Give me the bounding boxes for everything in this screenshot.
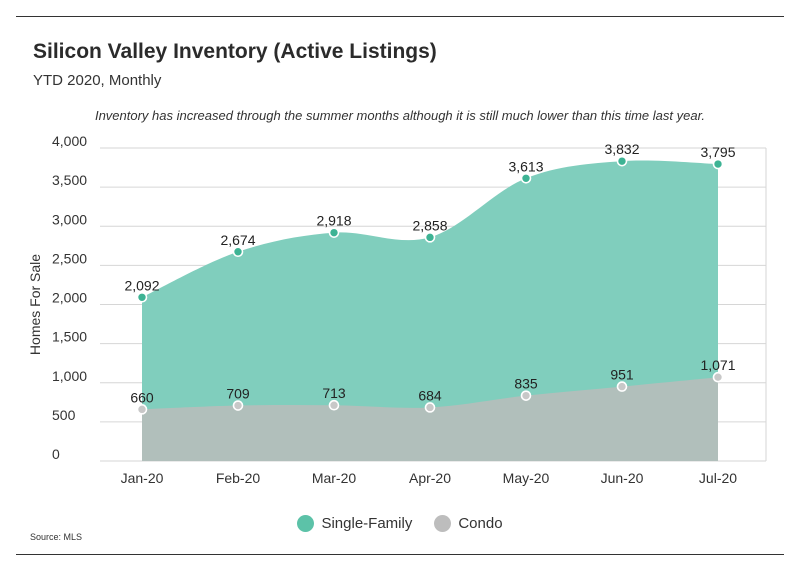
data-label-condo: 684 — [418, 387, 442, 403]
data-label-condo: 713 — [322, 385, 346, 401]
chart-title: Silicon Valley Inventory (Active Listing… — [33, 40, 437, 63]
data-label-single-family: 3,795 — [700, 144, 735, 160]
x-tick-label: Jan-20 — [121, 470, 164, 486]
y-axis-label: Homes For Sale — [27, 254, 43, 355]
marker-single-family — [328, 227, 340, 238]
data-label-condo: 835 — [514, 376, 538, 392]
data-label-single-family: 3,832 — [604, 141, 639, 157]
data-label-single-family: 2,092 — [124, 277, 159, 293]
y-tick-label: 1,000 — [52, 368, 87, 384]
y-tick-label: 2,000 — [52, 290, 87, 306]
x-tick-label: Apr-20 — [409, 470, 451, 486]
legend-label-condo: Condo — [458, 515, 503, 532]
marker-condo — [136, 404, 148, 415]
legend-item-single-family: Single-Family — [297, 515, 412, 532]
marker-single-family — [520, 172, 532, 184]
legend-item-condo: Condo — [434, 515, 503, 532]
data-label-condo: 951 — [610, 367, 634, 383]
chart-annotation: Inventory has increased through the summ… — [94, 108, 706, 123]
legend-swatch-single-family — [297, 515, 315, 532]
marker-condo — [328, 399, 340, 411]
data-label-condo: 1,071 — [700, 357, 735, 373]
y-tick-label: 3,000 — [52, 211, 87, 227]
marker-condo — [616, 381, 628, 392]
data-label-single-family: 3,613 — [508, 158, 543, 174]
source-note: Source: MLS — [30, 532, 83, 542]
marker-single-family — [232, 246, 244, 258]
area-condo — [142, 377, 718, 461]
bottom-rule — [16, 554, 784, 555]
x-tick-label: Jun-20 — [601, 470, 644, 486]
legend: Single-Family Condo — [0, 515, 800, 532]
marker-single-family — [136, 292, 148, 303]
x-tick-label: Jul-20 — [699, 470, 737, 486]
data-label-condo: 660 — [130, 389, 154, 405]
data-label-single-family: 2,918 — [316, 213, 351, 229]
x-tick-label: May-20 — [503, 470, 550, 486]
marker-single-family — [424, 232, 436, 243]
marker-condo — [424, 402, 436, 413]
area-single-family — [142, 160, 718, 461]
y-tick-label: 2,500 — [52, 250, 87, 266]
marker-condo — [520, 390, 532, 401]
marker-single-family — [616, 155, 628, 167]
legend-swatch-condo — [434, 515, 452, 532]
marker-condo — [712, 371, 724, 383]
y-tick-label: 0 — [52, 446, 60, 462]
legend-label-single-family: Single-Family — [321, 515, 413, 532]
x-tick-label: Feb-20 — [216, 470, 261, 486]
data-label-condo: 709 — [226, 386, 250, 402]
chart-subtitle: YTD 2020, Monthly — [33, 72, 162, 89]
marker-condo — [232, 400, 244, 411]
marker-single-family — [712, 158, 724, 170]
data-label-single-family: 2,674 — [220, 232, 255, 248]
y-tick-label: 500 — [52, 407, 76, 423]
y-tick-label: 3,500 — [52, 172, 87, 188]
y-tick-label: 4,000 — [52, 133, 87, 149]
x-tick-label: Mar-20 — [312, 470, 357, 486]
y-tick-label: 1,500 — [52, 329, 87, 345]
top-rule — [16, 16, 784, 17]
data-label-single-family: 2,858 — [412, 217, 447, 233]
